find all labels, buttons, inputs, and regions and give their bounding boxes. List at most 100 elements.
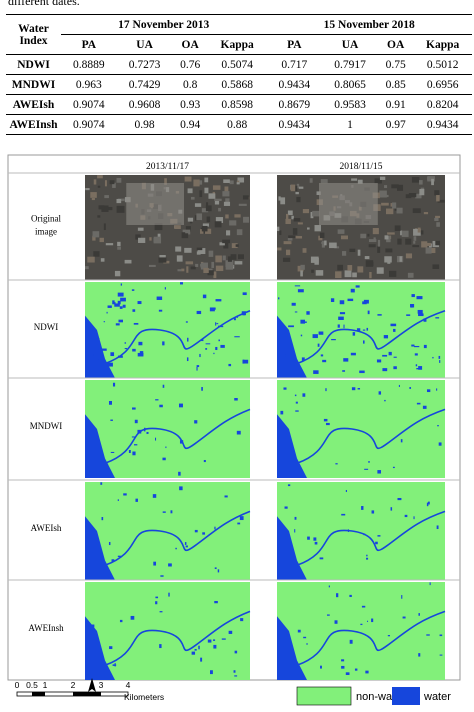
water-pixel	[418, 653, 421, 657]
water-pixel	[361, 605, 366, 608]
image-texture	[193, 179, 200, 187]
water-pixel	[179, 486, 183, 491]
water-pixel	[350, 352, 356, 356]
image-texture	[391, 184, 399, 189]
image-texture	[92, 235, 96, 241]
water-pixel	[92, 552, 95, 555]
image-texture	[204, 177, 209, 183]
table-cell: 0.7917	[322, 54, 378, 75]
water-pixel	[436, 525, 439, 530]
water-pixel	[363, 533, 366, 536]
water-pixel	[383, 335, 389, 339]
image-texture	[413, 241, 416, 244]
subcolumn-header: PA	[266, 34, 323, 55]
water-pixel	[303, 321, 307, 323]
water-pixel	[349, 594, 352, 598]
table-cell: 0.8889	[61, 54, 117, 75]
water-pixel	[411, 344, 415, 347]
table-cell: 0.9583	[322, 94, 378, 115]
image-texture	[208, 193, 216, 199]
image-texture	[311, 269, 314, 273]
image-texture	[101, 205, 109, 212]
table-cell: 0.8065	[322, 74, 378, 95]
water-pixel	[342, 370, 346, 372]
image-texture	[100, 258, 105, 262]
image-texture	[223, 201, 231, 206]
image-texture	[278, 196, 281, 201]
legend-swatch	[296, 686, 352, 706]
water-pixel	[320, 665, 322, 669]
water-pixel	[132, 348, 136, 352]
image-texture	[117, 246, 121, 250]
row-label: Original image	[31, 214, 61, 237]
water-pixel	[132, 407, 136, 410]
water-pixel	[361, 506, 364, 510]
image-texture	[222, 191, 230, 197]
water-pixel	[137, 429, 142, 434]
water-pixel	[170, 510, 173, 514]
image-texture	[377, 239, 381, 247]
water-pixel	[438, 442, 442, 446]
image-texture	[296, 196, 301, 203]
water-pixel	[135, 498, 138, 502]
water-pixel	[93, 637, 97, 640]
water-pixel	[214, 526, 216, 530]
water-pixel	[234, 397, 238, 401]
water-pixel	[337, 324, 340, 328]
table-cell: 0.5868	[207, 74, 267, 95]
non-water-area	[85, 482, 250, 580]
image-texture	[222, 239, 231, 244]
scale-bar-fill	[32, 692, 45, 696]
water-pixel	[377, 470, 382, 474]
image-texture	[85, 266, 89, 270]
table-cell: 0.8	[172, 74, 208, 95]
image-texture	[92, 231, 100, 238]
header-row: Water Index 17 November 2013 15 November 2…	[6, 14, 472, 55]
water-pixel	[110, 451, 115, 453]
water-pixel	[330, 298, 335, 302]
water-pixel	[213, 644, 217, 649]
table-cell: 0.8204	[413, 94, 472, 115]
water-pixel	[414, 353, 418, 356]
image-texture	[415, 193, 422, 199]
table-cell: 0.6956	[413, 74, 472, 95]
water-pixel	[162, 384, 165, 388]
image-texture	[116, 198, 122, 204]
image-texture	[387, 232, 395, 235]
water-pixel	[132, 451, 136, 456]
image-texture	[413, 236, 417, 241]
image-texture	[347, 265, 353, 271]
water-pixel	[106, 311, 108, 314]
water-pixel	[406, 314, 411, 316]
column-header: 2013/11/17	[146, 162, 189, 172]
image-texture	[337, 264, 344, 271]
image-texture	[296, 183, 300, 189]
water-pixel	[185, 321, 188, 323]
water-pixel	[168, 592, 170, 597]
image-texture	[357, 266, 364, 273]
image-texture	[91, 197, 95, 201]
water-pixel	[317, 343, 320, 347]
water-pixel	[164, 287, 166, 290]
image-texture	[432, 264, 440, 269]
water-pixel	[120, 283, 123, 286]
water-pixel	[117, 300, 121, 305]
water-pixel	[357, 388, 361, 390]
image-texture	[149, 237, 152, 241]
table-cell: 0.8598	[207, 94, 267, 115]
image-texture	[427, 177, 435, 181]
water-pixel	[214, 600, 218, 604]
image-texture	[437, 199, 445, 203]
water-pixel	[291, 302, 296, 306]
water-pixel	[123, 493, 127, 496]
water-pixel	[120, 297, 126, 302]
water-pixel	[307, 536, 310, 540]
water-pixel	[301, 357, 305, 362]
image-texture	[196, 213, 203, 221]
water-pixel	[313, 537, 317, 541]
image-texture	[99, 237, 104, 243]
table-row: AWEIsh 0.9074 0.9608 0.93 0.8598 0.8679 0.9583…	[6, 94, 472, 115]
image-texture	[114, 270, 121, 277]
image-texture	[231, 243, 238, 249]
water-pixel	[194, 529, 198, 533]
